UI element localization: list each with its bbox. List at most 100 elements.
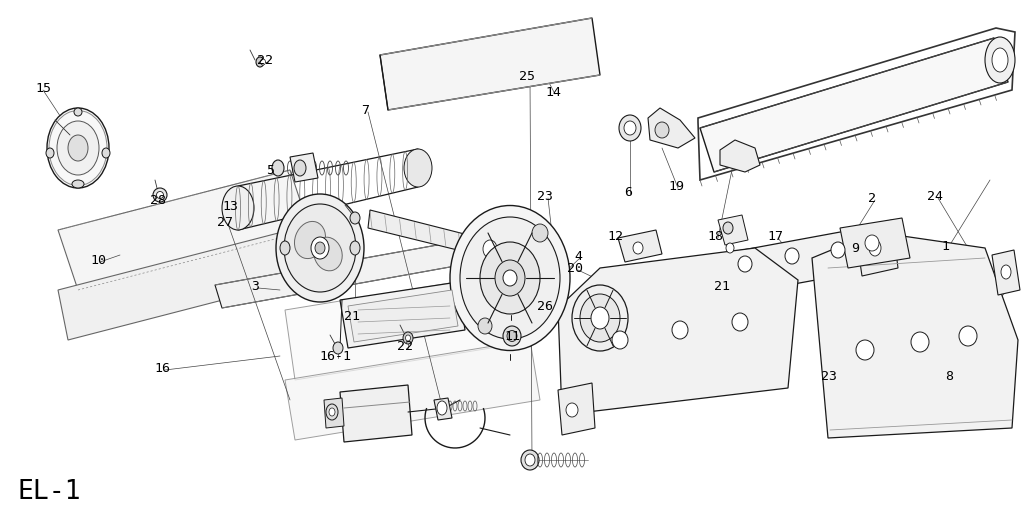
Ellipse shape <box>624 121 636 135</box>
Text: 17: 17 <box>767 230 783 243</box>
Ellipse shape <box>992 48 1008 72</box>
Ellipse shape <box>566 403 578 417</box>
Ellipse shape <box>503 270 517 286</box>
Text: 21: 21 <box>344 310 360 322</box>
Text: 22: 22 <box>397 340 413 352</box>
Text: 5: 5 <box>266 164 274 176</box>
Polygon shape <box>285 270 540 380</box>
Ellipse shape <box>276 194 364 302</box>
Ellipse shape <box>985 37 1015 83</box>
Ellipse shape <box>618 115 641 141</box>
Ellipse shape <box>738 256 752 272</box>
Ellipse shape <box>329 408 335 416</box>
Ellipse shape <box>294 160 306 176</box>
Text: 16-1: 16-1 <box>319 349 351 363</box>
Ellipse shape <box>272 160 284 176</box>
Ellipse shape <box>572 285 628 351</box>
Ellipse shape <box>284 204 356 292</box>
Text: 13: 13 <box>222 200 238 213</box>
Text: 19: 19 <box>668 180 684 192</box>
Text: 24: 24 <box>927 189 943 202</box>
Text: 25: 25 <box>519 70 535 83</box>
Polygon shape <box>340 385 412 442</box>
Ellipse shape <box>74 108 82 116</box>
Ellipse shape <box>480 242 540 314</box>
Ellipse shape <box>532 224 548 242</box>
Text: 10: 10 <box>90 253 106 266</box>
Polygon shape <box>840 218 910 268</box>
Ellipse shape <box>102 148 110 158</box>
Ellipse shape <box>153 188 167 202</box>
Ellipse shape <box>437 401 447 415</box>
Ellipse shape <box>521 450 539 470</box>
Ellipse shape <box>483 240 497 258</box>
Polygon shape <box>710 228 870 298</box>
Text: 14: 14 <box>545 86 561 99</box>
Ellipse shape <box>295 221 326 259</box>
Polygon shape <box>348 290 458 342</box>
Text: 4: 4 <box>574 250 582 263</box>
Text: 22: 22 <box>257 54 273 67</box>
Ellipse shape <box>326 404 338 420</box>
Ellipse shape <box>311 237 329 259</box>
Ellipse shape <box>460 217 560 339</box>
Ellipse shape <box>612 331 628 349</box>
Ellipse shape <box>959 326 977 346</box>
Ellipse shape <box>256 57 264 67</box>
Text: 2: 2 <box>868 191 876 204</box>
Ellipse shape <box>313 237 342 271</box>
Text: 1: 1 <box>941 239 949 252</box>
Text: 16: 16 <box>154 362 170 375</box>
Ellipse shape <box>672 321 688 339</box>
Polygon shape <box>648 108 695 148</box>
Ellipse shape <box>591 307 609 329</box>
Ellipse shape <box>403 332 413 344</box>
Ellipse shape <box>404 149 432 187</box>
Text: 9: 9 <box>851 241 859 254</box>
Polygon shape <box>558 383 595 435</box>
Text: 27: 27 <box>217 216 233 229</box>
Text: 23: 23 <box>537 189 553 202</box>
Ellipse shape <box>831 242 845 258</box>
Ellipse shape <box>655 122 669 138</box>
Polygon shape <box>718 215 748 245</box>
Ellipse shape <box>333 342 343 354</box>
Polygon shape <box>58 170 310 290</box>
Ellipse shape <box>222 186 254 230</box>
Polygon shape <box>324 398 344 428</box>
Ellipse shape <box>350 212 360 224</box>
Polygon shape <box>290 153 318 182</box>
Text: 21: 21 <box>714 280 730 293</box>
Ellipse shape <box>406 335 411 341</box>
Text: 12: 12 <box>607 230 623 243</box>
Polygon shape <box>434 398 452 420</box>
Ellipse shape <box>478 318 492 334</box>
Text: EL-1: EL-1 <box>18 479 82 505</box>
Ellipse shape <box>68 135 88 161</box>
Ellipse shape <box>57 121 99 175</box>
Ellipse shape <box>732 313 748 331</box>
Polygon shape <box>558 248 798 415</box>
Ellipse shape <box>495 260 525 296</box>
Ellipse shape <box>260 59 265 65</box>
Ellipse shape <box>503 326 521 346</box>
Ellipse shape <box>47 108 109 188</box>
Ellipse shape <box>580 294 620 342</box>
Polygon shape <box>618 230 662 262</box>
Ellipse shape <box>46 148 54 158</box>
Ellipse shape <box>350 241 360 255</box>
Polygon shape <box>340 282 465 348</box>
Ellipse shape <box>726 243 734 253</box>
Polygon shape <box>285 340 540 440</box>
Polygon shape <box>58 230 300 340</box>
Ellipse shape <box>911 332 929 352</box>
Ellipse shape <box>856 340 874 360</box>
Ellipse shape <box>723 222 733 234</box>
Text: 23: 23 <box>821 369 837 382</box>
Ellipse shape <box>72 180 84 188</box>
Text: 3: 3 <box>251 280 259 293</box>
Ellipse shape <box>1001 265 1011 279</box>
Ellipse shape <box>280 241 290 255</box>
Ellipse shape <box>865 235 879 251</box>
Text: 26: 26 <box>537 299 553 313</box>
